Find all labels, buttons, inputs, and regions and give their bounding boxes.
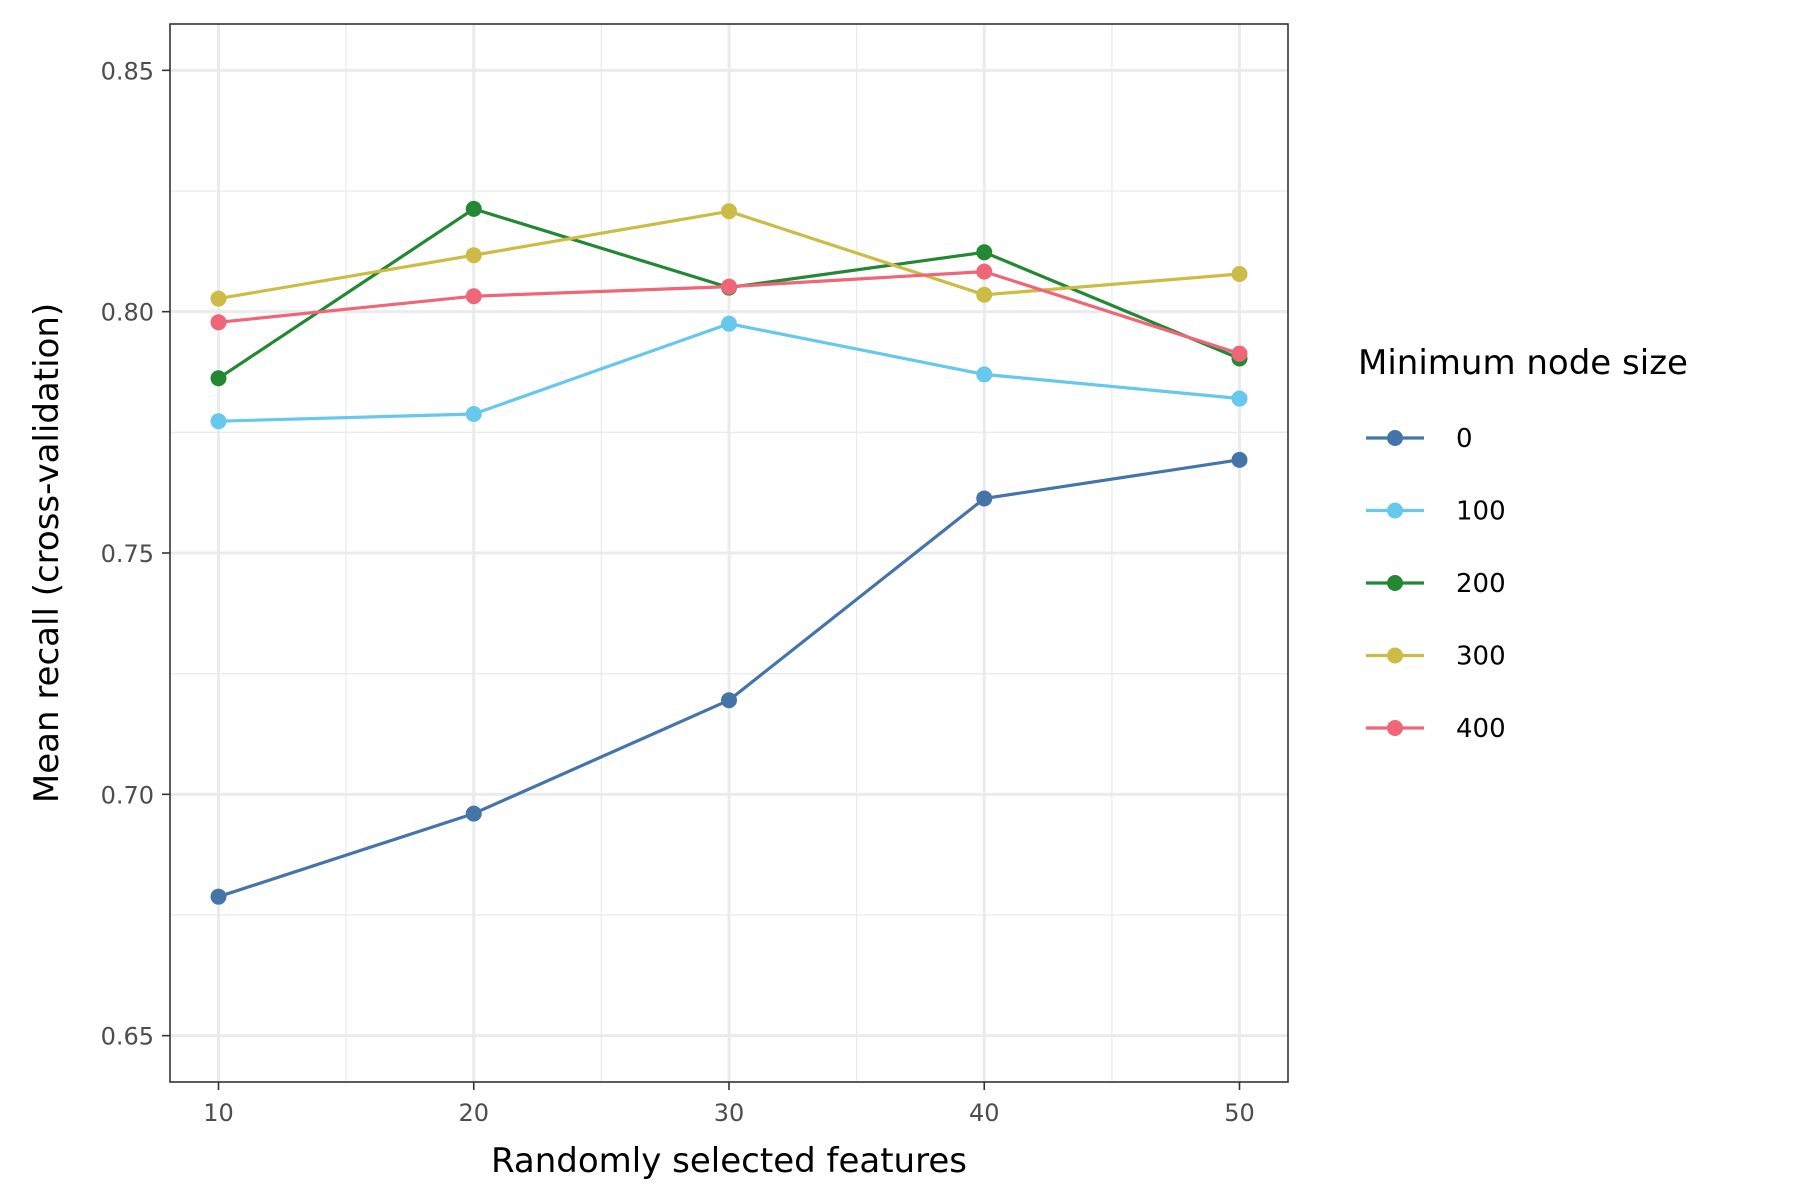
axes: 10 20 30 40 50 0.65 0.70 0.75 0.80 0.85 — [101, 57, 1255, 1127]
data-point — [721, 315, 737, 332]
legend-title: Minimum node size — [1358, 343, 1688, 383]
legend-key-point — [1387, 720, 1403, 736]
legend-label: 0 — [1456, 424, 1473, 454]
grid-lines — [170, 24, 1288, 1082]
y-tick-label: 0.80 — [101, 299, 154, 327]
data-point — [1231, 451, 1248, 468]
y-tick-label: 0.85 — [101, 57, 154, 85]
y-tick-label: 0.70 — [101, 781, 154, 809]
data-point — [465, 405, 482, 422]
legend-key-point — [1387, 502, 1403, 519]
data-point — [1231, 266, 1248, 283]
legend-key-point — [1387, 430, 1403, 446]
data-point — [465, 200, 482, 217]
data-point — [1231, 390, 1248, 407]
series-0 — [210, 451, 1248, 905]
legend-item-100: 100 — [1366, 497, 1506, 527]
legend: Minimum node size 0 100 200 300 400 — [1358, 343, 1688, 744]
x-tick-label: 10 — [203, 1099, 234, 1127]
legend-item-200: 200 — [1366, 569, 1506, 599]
x-tick-label: 30 — [714, 1099, 745, 1127]
y-axis-title: Mean recall (cross-validation) — [27, 303, 67, 803]
legend-label: 100 — [1456, 497, 1506, 527]
data-point — [465, 247, 482, 264]
data-point — [721, 278, 737, 295]
legend-key-point — [1387, 647, 1403, 664]
legend-item-300: 300 — [1366, 642, 1506, 672]
y-tick-label: 0.75 — [101, 540, 154, 568]
legend-label: 400 — [1456, 714, 1506, 744]
legend-label: 300 — [1456, 642, 1506, 672]
x-axis-title: Randomly selected features — [491, 1141, 967, 1181]
x-tick-label: 40 — [969, 1099, 1000, 1127]
series-400 — [210, 263, 1248, 362]
data-point — [210, 370, 227, 387]
data-point — [976, 366, 993, 383]
data-point — [210, 888, 227, 905]
legend-key-point — [1387, 575, 1403, 591]
data-point — [976, 286, 993, 303]
legend-item-0: 0 — [1366, 424, 1473, 454]
legend-item-400: 400 — [1366, 714, 1506, 744]
x-tick-label: 20 — [458, 1099, 489, 1127]
data-point — [976, 244, 993, 261]
series-300 — [210, 203, 1248, 307]
data-point — [210, 290, 227, 307]
series-lines — [210, 200, 1248, 905]
legend-label: 200 — [1456, 569, 1506, 599]
y-tick-label: 0.65 — [101, 1023, 154, 1051]
data-point — [210, 314, 227, 331]
data-point — [465, 288, 482, 305]
data-point — [721, 692, 737, 709]
data-point — [721, 203, 737, 220]
data-point — [976, 490, 993, 507]
data-point — [976, 263, 993, 280]
series-100 — [210, 315, 1248, 430]
data-point — [210, 413, 227, 430]
x-tick-label: 50 — [1224, 1099, 1255, 1127]
data-point — [1231, 345, 1248, 362]
data-point — [465, 805, 482, 822]
